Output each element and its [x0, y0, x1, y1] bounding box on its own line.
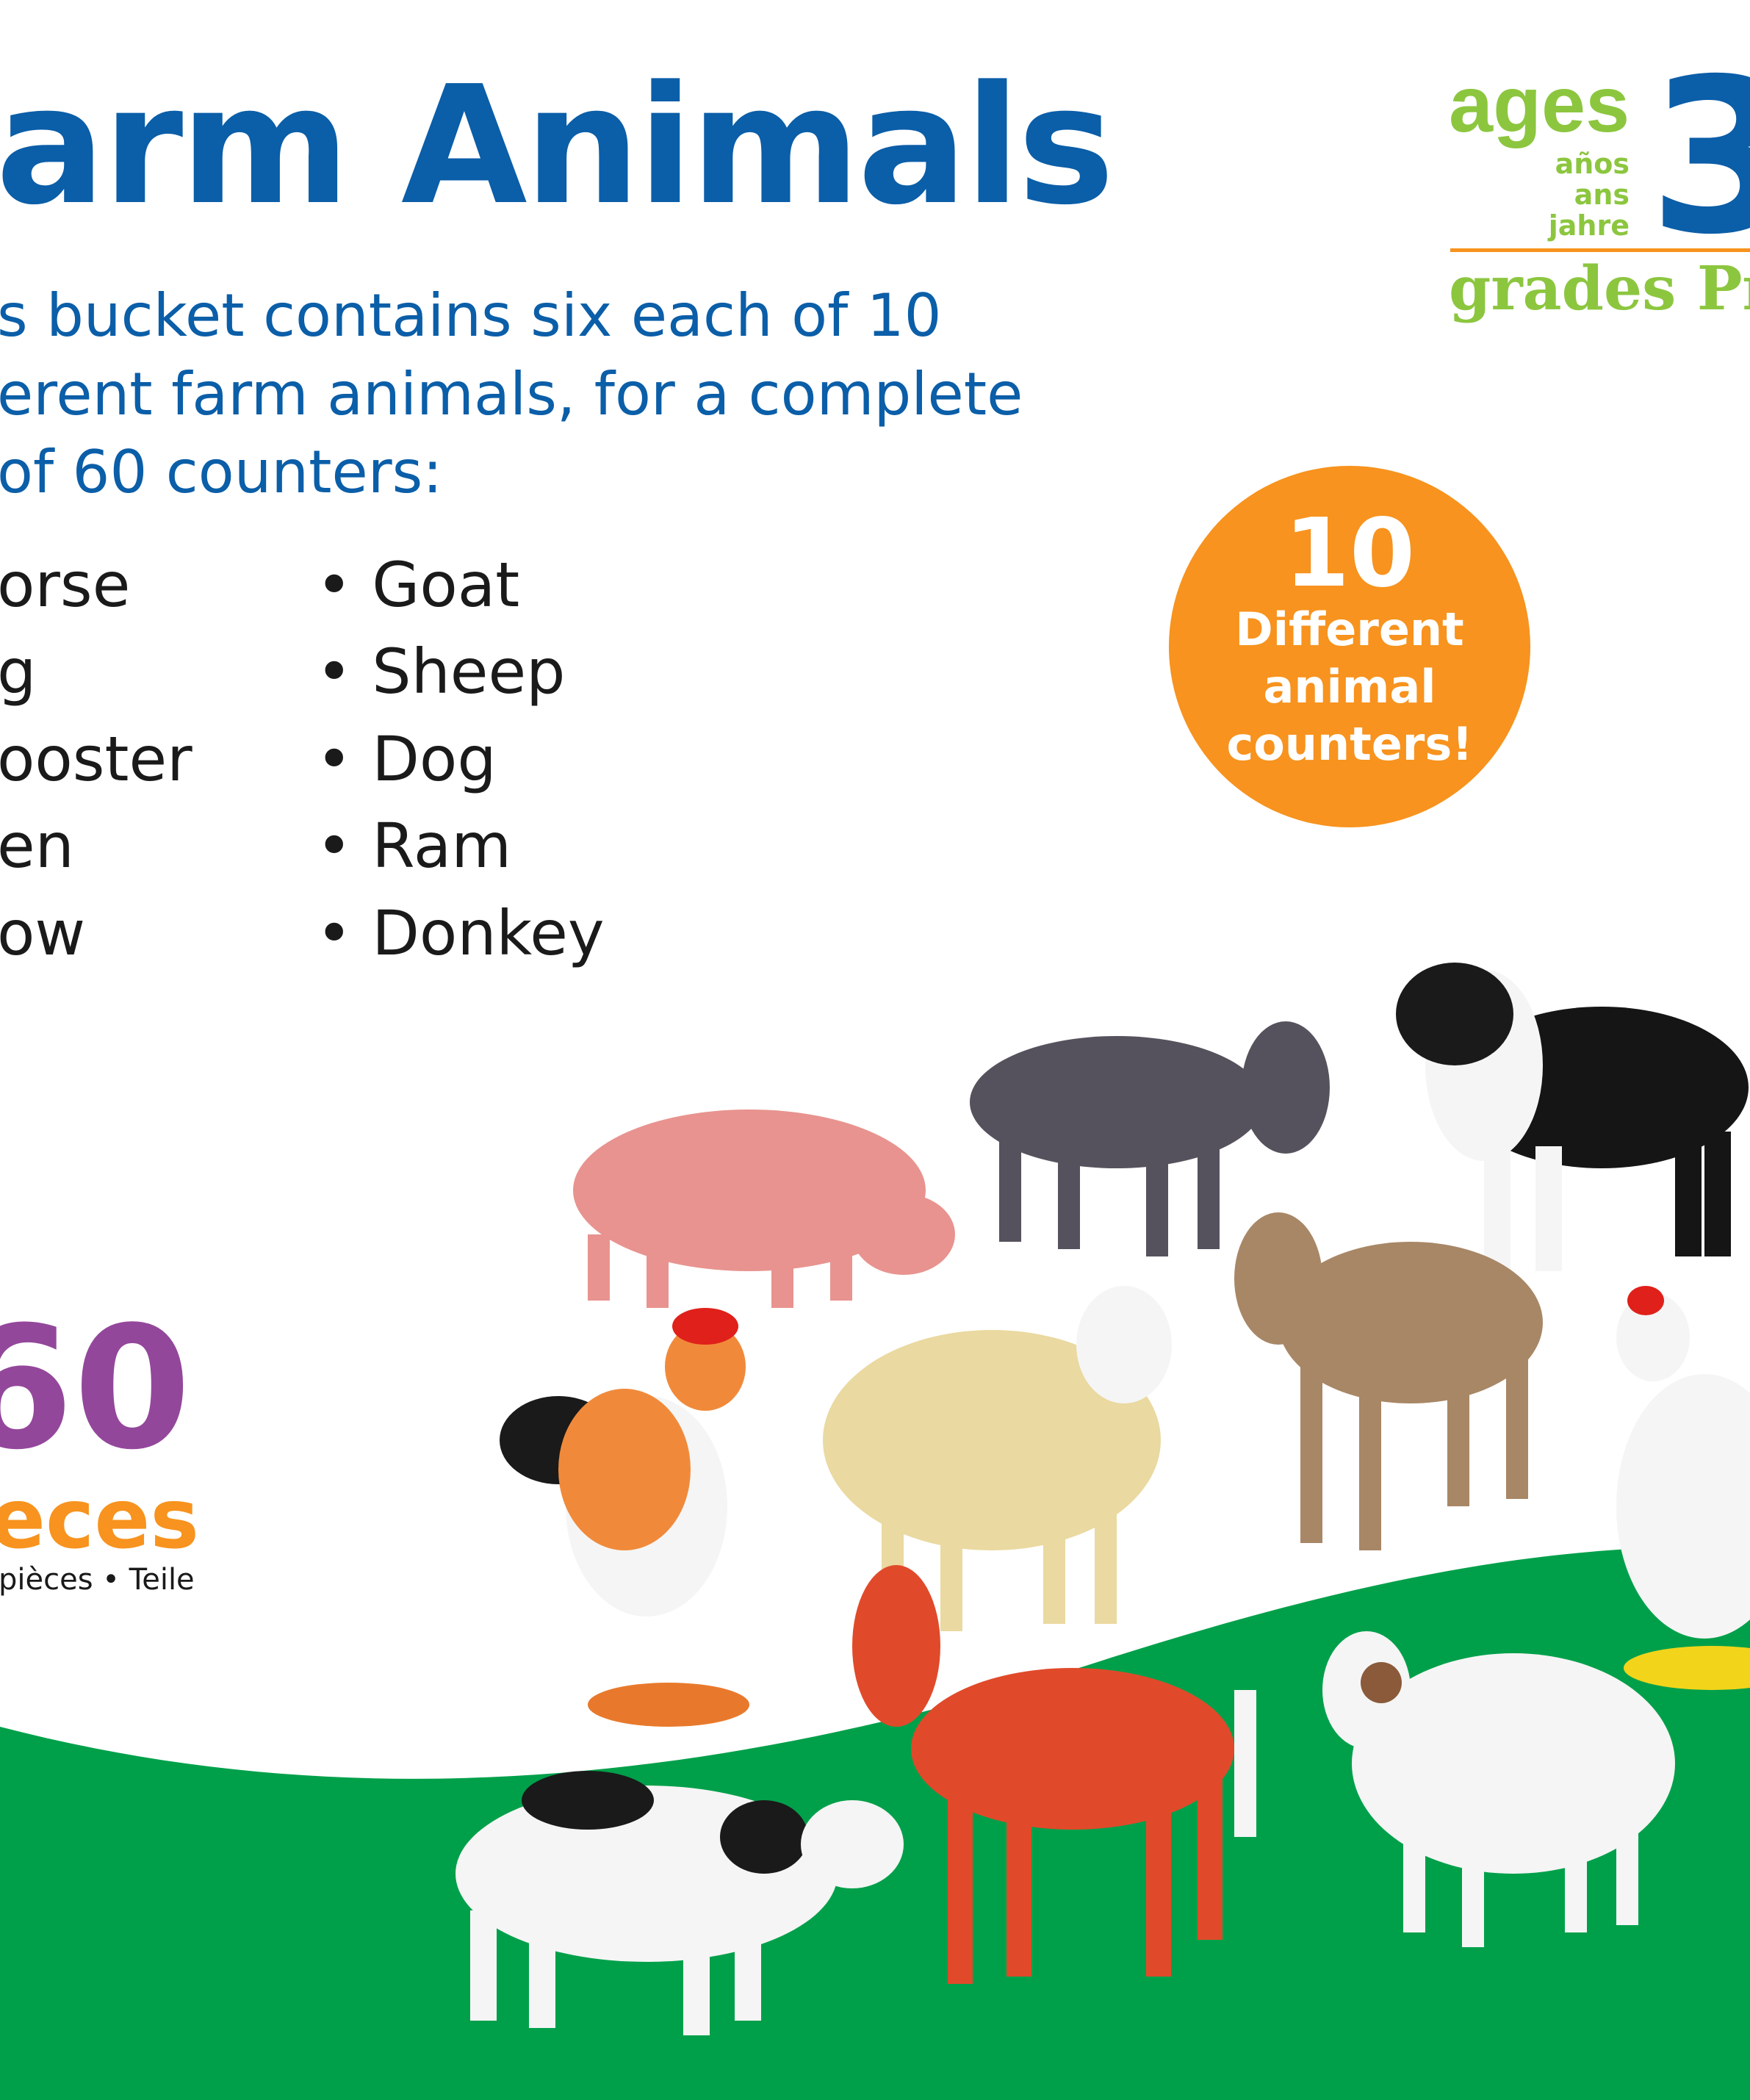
- description-line-1: s bucket contains six each of 10: [0, 281, 942, 350]
- cow-figure: [455, 1771, 904, 2035]
- callout-number: 10: [1283, 499, 1416, 608]
- ages-label: ages: [1449, 60, 1630, 148]
- list-item: en: [0, 810, 74, 882]
- age-number: 3: [1649, 34, 1750, 281]
- donkey-figure: [970, 1021, 1330, 1256]
- description-line-2: erent farm animals, for a complete: [0, 360, 1023, 428]
- ages-translation: años: [1555, 148, 1630, 180]
- sheep-figure: [823, 1286, 1172, 1631]
- list-item: • Dog: [316, 723, 497, 795]
- ages-translation: ans: [1574, 179, 1630, 211]
- ages-translation: jahre: [1548, 209, 1630, 242]
- callout-text: animal: [1263, 660, 1436, 713]
- list-item: ooster: [0, 723, 192, 795]
- dog-figure: [1396, 963, 1749, 1271]
- description-line-3: of 60 counters:: [0, 438, 443, 506]
- pig-figure: [573, 1110, 955, 1308]
- pieces-label: eces: [0, 1472, 199, 1567]
- callout-text: Different: [1235, 603, 1464, 656]
- page-title: arm Animals: [0, 51, 1115, 241]
- horse-figure: [852, 1565, 1256, 1984]
- list-item: • Donkey: [316, 897, 605, 969]
- list-item: g: [0, 636, 37, 708]
- list-item: • Ram: [316, 810, 512, 882]
- callout-text: counters!: [1226, 717, 1473, 771]
- goat-figure: [1234, 1212, 1543, 1550]
- list-item: • Goat: [316, 549, 520, 621]
- ram-figure: [1322, 1631, 1675, 1947]
- list-item: • Sheep: [316, 636, 566, 708]
- rooster-figure: [500, 1308, 749, 1727]
- animal-count-callout: 10 Different animal counters!: [1169, 466, 1530, 827]
- grades-label: grades Pre: [1449, 253, 1750, 324]
- hen-figure: [1616, 1286, 1750, 1690]
- list-item: orse: [0, 549, 131, 621]
- age-divider: [1450, 248, 1750, 252]
- pieces-translations: pièces • Teile: [0, 1563, 195, 1597]
- pieces-count: 60: [0, 1291, 192, 1487]
- list-item: ow: [0, 897, 86, 969]
